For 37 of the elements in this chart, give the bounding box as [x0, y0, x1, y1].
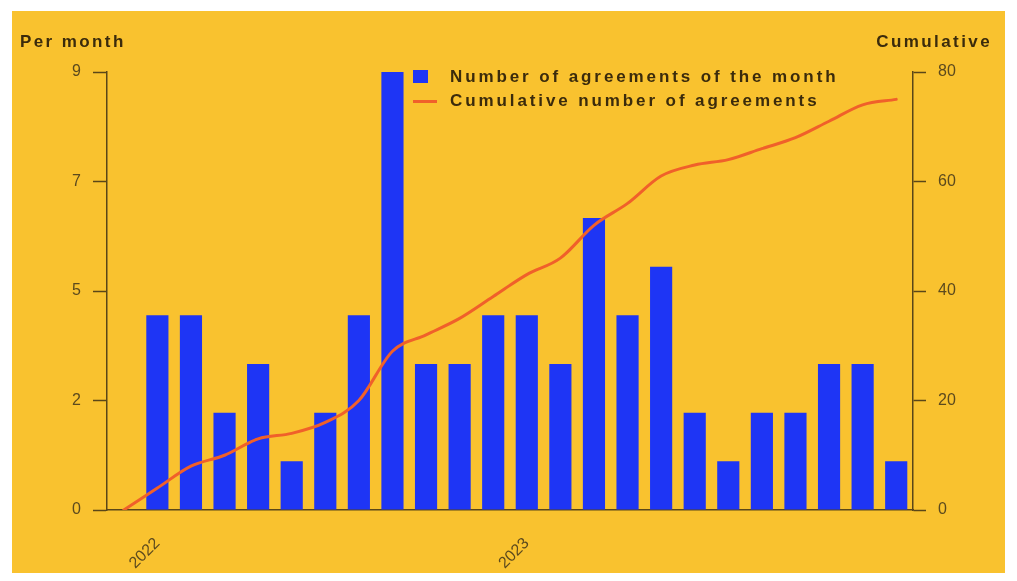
- bar: [717, 461, 740, 510]
- bar: [448, 364, 471, 510]
- y-tick-label: 0: [72, 500, 82, 518]
- bar: [381, 72, 404, 510]
- bar: [146, 315, 169, 510]
- bar: [280, 461, 303, 510]
- y2-tick-label: 60: [938, 171, 956, 189]
- y2-tick-label: 20: [938, 390, 956, 408]
- bar: [817, 364, 841, 510]
- bar: [482, 315, 505, 510]
- bar: [683, 412, 706, 510]
- bar: [784, 412, 807, 510]
- bar: [851, 364, 874, 510]
- y2-axis-title: Cumulative: [876, 32, 992, 52]
- y2-tick-label: 40: [938, 281, 956, 299]
- y-tick-label: 5: [72, 281, 82, 299]
- bar: [750, 412, 773, 510]
- bar: [582, 218, 606, 510]
- y2-tick-label: 80: [938, 62, 956, 80]
- y-axis-title: Per month: [20, 32, 126, 52]
- bar: [179, 315, 203, 510]
- bar: [314, 412, 337, 510]
- bar: [616, 315, 639, 510]
- bar: [650, 266, 673, 510]
- y-tick-label: 9: [72, 62, 82, 80]
- bar: [515, 315, 538, 510]
- y-tick-label: 7: [72, 171, 82, 189]
- y2-tick-label: 0: [938, 500, 947, 518]
- bar: [213, 412, 236, 510]
- y-tick-label: 2: [72, 390, 82, 408]
- bar: [247, 364, 270, 510]
- bar: [885, 461, 908, 510]
- bar: [414, 364, 438, 510]
- bar: [347, 315, 370, 510]
- bar: [549, 364, 572, 510]
- legend-label: Number of agreements of the month: [450, 67, 839, 87]
- legend-label: Cumulative number of agreements: [450, 91, 820, 111]
